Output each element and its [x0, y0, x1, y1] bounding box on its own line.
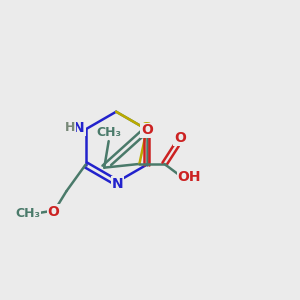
Text: O: O — [47, 205, 59, 219]
Text: O: O — [174, 131, 186, 145]
Text: N: N — [73, 121, 85, 135]
Text: H: H — [65, 122, 75, 134]
Text: OH: OH — [178, 170, 201, 184]
Text: S: S — [141, 122, 152, 137]
Text: CH₃: CH₃ — [15, 207, 40, 220]
Text: CH₃: CH₃ — [96, 126, 121, 139]
Text: N: N — [112, 177, 123, 191]
Text: O: O — [141, 123, 153, 137]
